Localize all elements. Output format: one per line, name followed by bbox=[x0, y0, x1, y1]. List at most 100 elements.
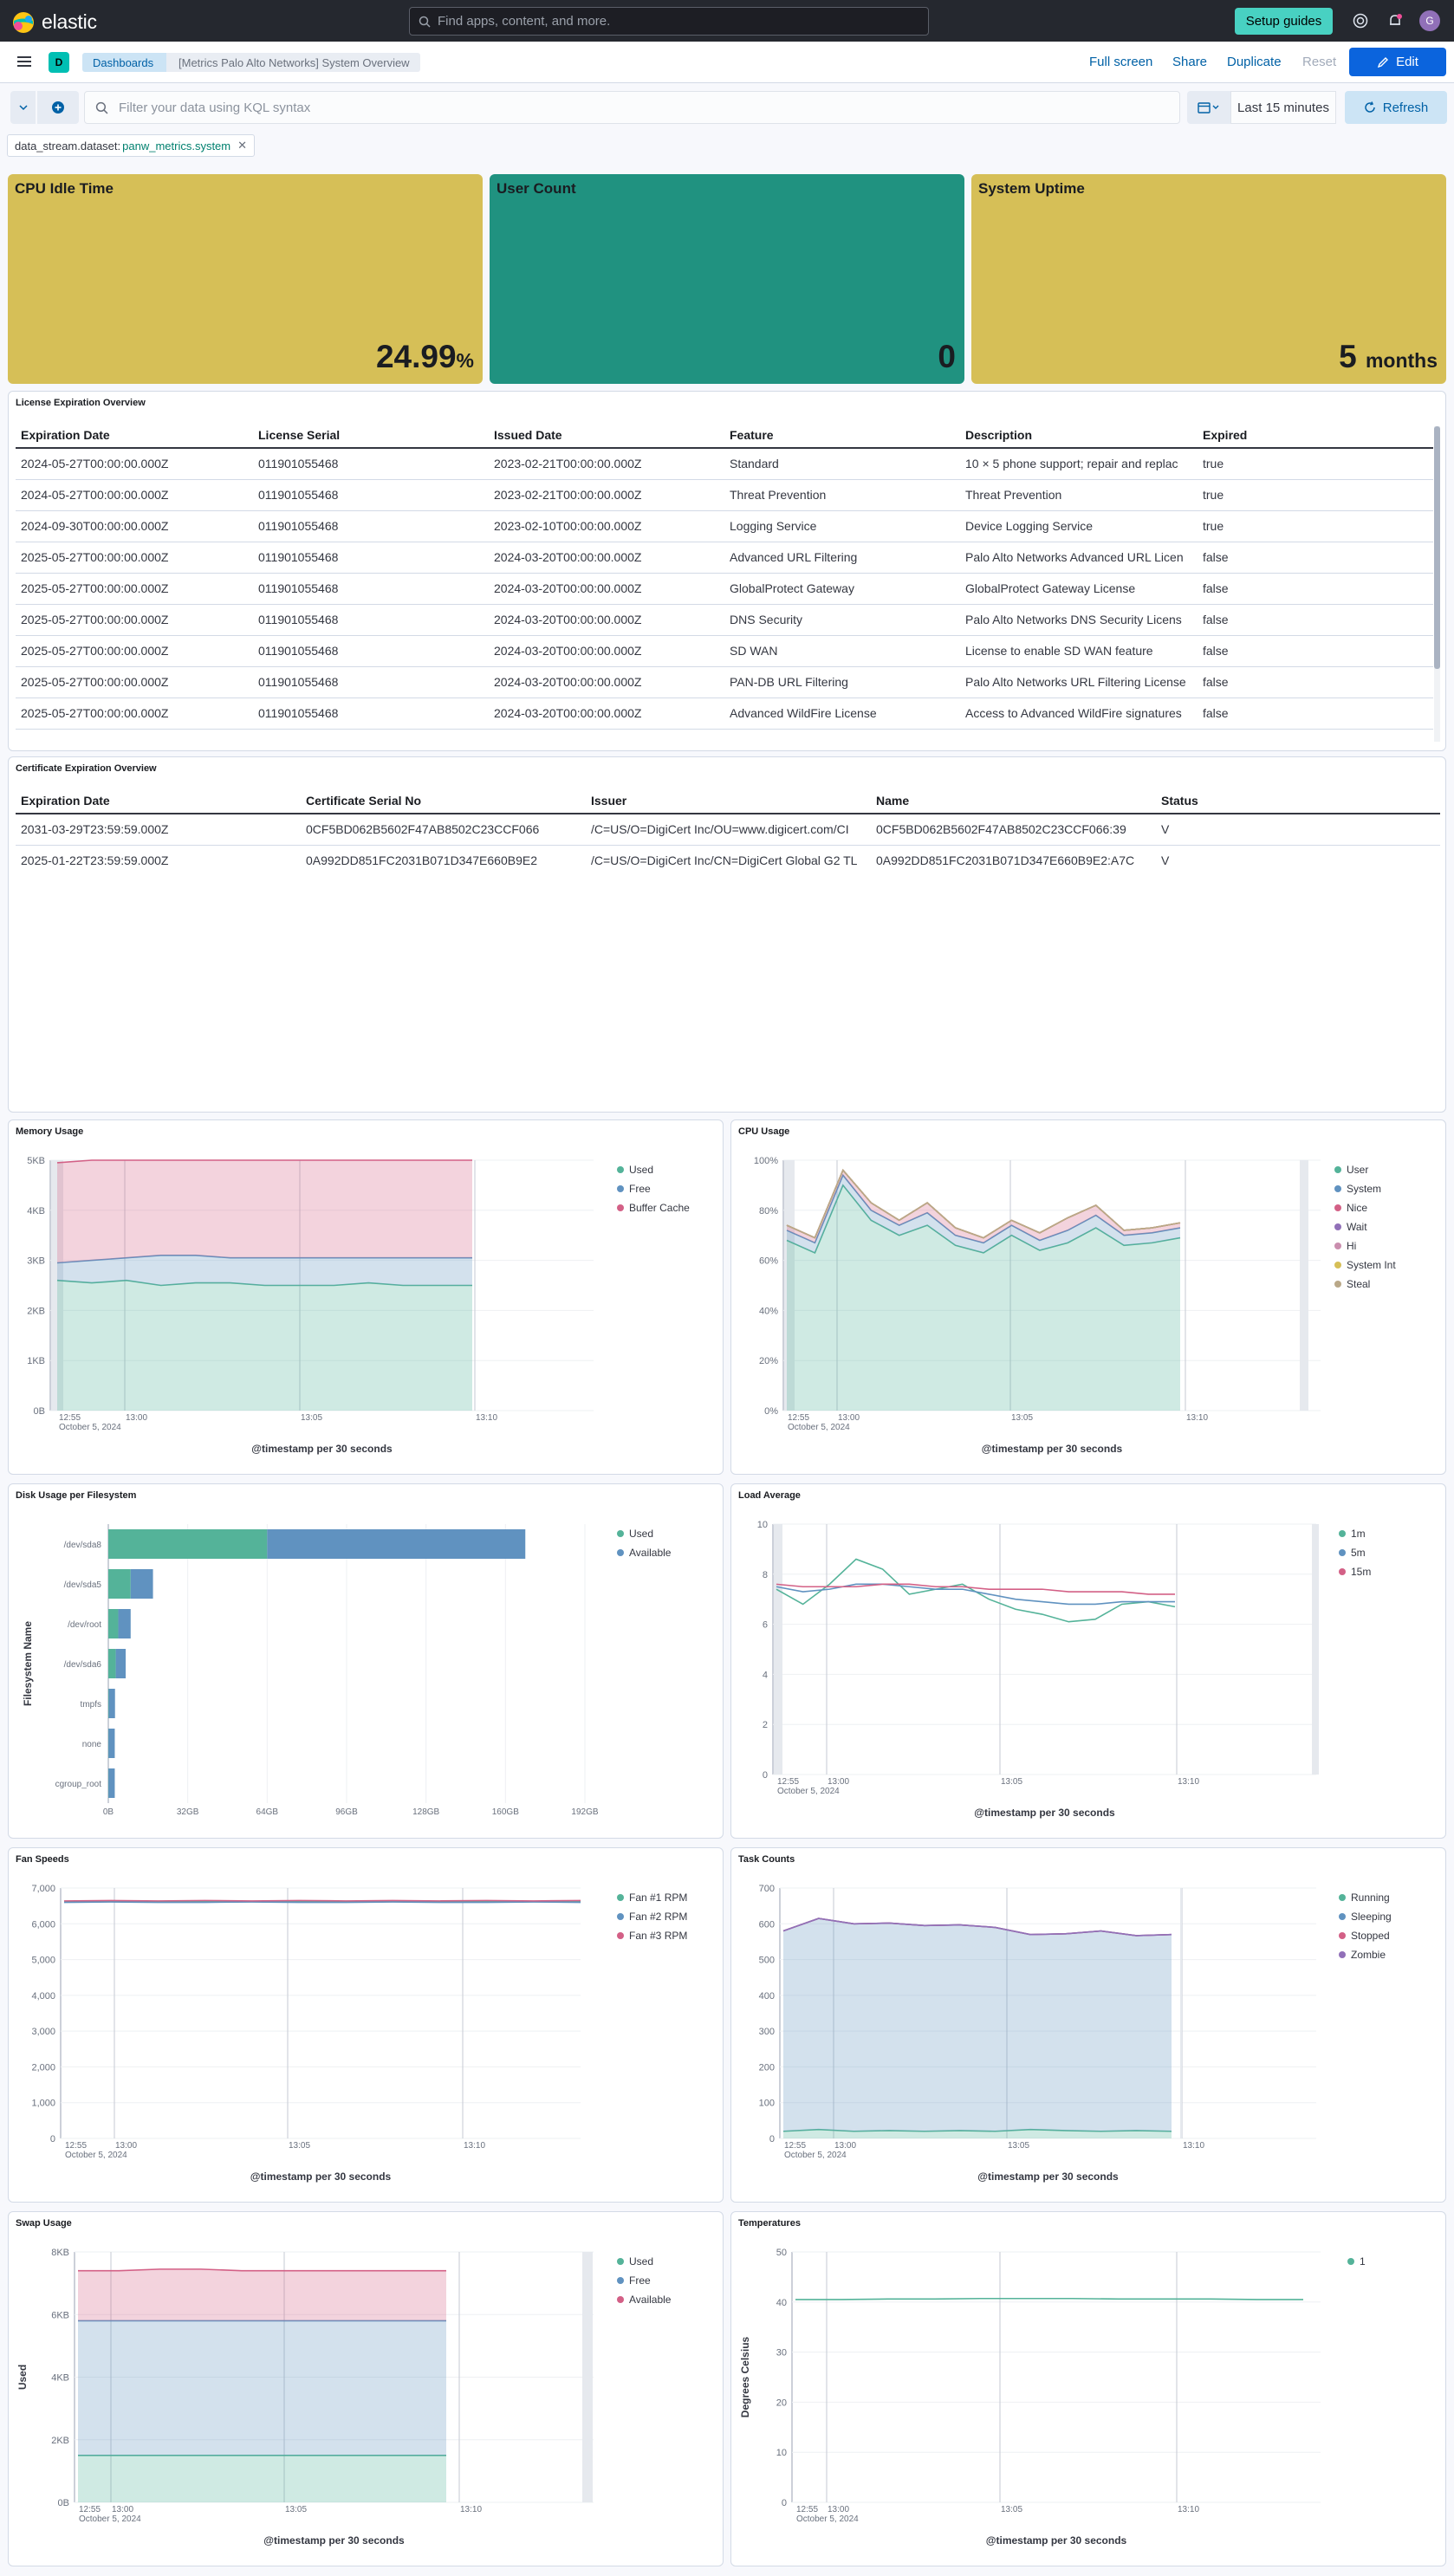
bar-used bbox=[108, 1529, 268, 1559]
edit-button[interactable]: Edit bbox=[1349, 48, 1446, 76]
table-row[interactable]: 2025-05-27T00:00:00.000Z 011901055468 2024… bbox=[16, 542, 1433, 574]
help-icon[interactable] bbox=[1351, 11, 1370, 30]
scrollbar-thumb[interactable] bbox=[1434, 426, 1440, 669]
breadcrumb-dashboards[interactable]: Dashboards bbox=[82, 53, 170, 72]
bar-available bbox=[267, 1529, 526, 1559]
chevron-down-icon bbox=[18, 105, 28, 111]
task-counts-chart[interactable]: 0 100 200 300 400 500 600 700 12:55 13:00 13:05 13:… bbox=[731, 1848, 1446, 2203]
table-row[interactable]: 2025-05-27T00:00:00.000Z 011901055468 2024… bbox=[16, 604, 1433, 636]
fan-speeds-chart[interactable]: 0 1,000 2,000 3,000 4,000 5,000 6,000 7,000 12:5… bbox=[9, 1848, 724, 2203]
column-header[interactable]: Expiration Date bbox=[16, 422, 253, 449]
swap-usage-chart[interactable]: 0B 2KB 4KB 6KB 8KB 12:55 13:00 13:05 13:10 Octobe… bbox=[9, 2212, 724, 2566]
share-button[interactable]: Share bbox=[1172, 55, 1208, 69]
line-series-1 bbox=[795, 2297, 1303, 2300]
column-header[interactable]: Status bbox=[1156, 788, 1440, 814]
setup-guides-button[interactable]: Setup guides bbox=[1235, 8, 1333, 35]
cpu-usage-chart[interactable]: 0% 20% 40% 60% 80% 100% 12:55 13:00 13:05 13:10 Oc… bbox=[731, 1120, 1446, 1475]
load-average-chart[interactable]: 0 2 4 6 8 10 12:55 13:00 13:05 13:10 October 5, 20… bbox=[731, 1484, 1446, 1839]
global-search-input[interactable]: Find apps, content, and more. bbox=[409, 7, 929, 36]
duplicate-button[interactable]: Duplicate bbox=[1227, 55, 1282, 69]
filter-pill[interactable]: data_stream.dataset: panw_metrics.system… bbox=[7, 134, 256, 157]
table-row[interactable]: 2025-01-22T23:59:59.000Z 0A992DD851FC2031… bbox=[16, 845, 1440, 874]
disk-usage-chart[interactable]: 0B 32GB 64GB 96GB 128GB 160GB 192GB/dev/sda8/d… bbox=[9, 1484, 724, 1839]
table-row[interactable]: 2025-05-27T00:00:00.000Z 011901055468 2024… bbox=[16, 635, 1433, 667]
close-icon[interactable]: ✕ bbox=[237, 139, 248, 152]
kql-placeholder: Filter your data using KQL syntax bbox=[119, 100, 311, 115]
table-cell: true bbox=[1198, 479, 1433, 511]
table-cell: Palo Alto Networks Advanced URL Licen bbox=[960, 542, 1198, 574]
elastic-logo[interactable]: elastic bbox=[12, 10, 97, 34]
legend-item: Hi bbox=[1347, 1240, 1356, 1252]
column-header[interactable]: Expired bbox=[1198, 422, 1433, 449]
quick-date-picker-button[interactable] bbox=[1187, 91, 1230, 124]
y-tick-label: tmpfs bbox=[81, 1700, 101, 1710]
y-tick-label: 4KB bbox=[27, 1206, 45, 1217]
line-series-used bbox=[56, 1279, 472, 1287]
table-cell: DNS Security bbox=[724, 604, 960, 636]
column-header[interactable]: Description bbox=[960, 422, 1198, 449]
brand-name: elastic bbox=[42, 10, 97, 33]
column-header[interactable]: Issuer bbox=[586, 788, 871, 814]
kql-query-input[interactable]: Filter your data using KQL syntax bbox=[84, 91, 1180, 124]
table-row[interactable]: 2024-05-27T00:00:00.000Z 011901055468 2023… bbox=[16, 448, 1433, 480]
x-tick-label: 12:55 bbox=[796, 2505, 818, 2514]
y-tick-label: 0 bbox=[782, 2498, 787, 2508]
refresh-button[interactable]: Refresh bbox=[1345, 91, 1447, 124]
table-row[interactable]: 2024-09-30T00:00:00.000Z 011901055468 2023… bbox=[16, 510, 1433, 542]
x-axis-title: @timestamp per 30 seconds bbox=[250, 2170, 392, 2183]
certificate-table: Expiration Date Certificate Serial No Issu… bbox=[16, 788, 1440, 874]
menu-icon[interactable] bbox=[16, 54, 33, 69]
x-tick-label: 12:55 bbox=[777, 1777, 799, 1787]
table-row[interactable]: 2025-05-27T00:00:00.000Z 011901055468 2024… bbox=[16, 698, 1433, 730]
panel-title: CPU Usage bbox=[738, 1126, 790, 1137]
legend-swatch bbox=[617, 1932, 624, 1939]
table-row[interactable]: 2025-05-27T00:00:00.000Z 011901055468 2024… bbox=[16, 573, 1433, 605]
space-badge[interactable]: D bbox=[49, 52, 69, 73]
x-date-label: October 5, 2024 bbox=[784, 2151, 847, 2160]
legend-swatch bbox=[617, 1549, 624, 1556]
column-header[interactable]: Expiration Date bbox=[16, 788, 301, 814]
memory-usage-chart[interactable]: 0B 1KB 2KB 3KB 4KB 5KB 12:55 13:00 13:05 13:10 Oct… bbox=[9, 1120, 724, 1475]
add-filter-button[interactable] bbox=[37, 91, 79, 124]
area-series-buffer-cache bbox=[57, 1160, 472, 1263]
time-range-display[interactable]: Last 15 minutes bbox=[1230, 91, 1336, 124]
table-row[interactable]: 2025-05-27T00:00:00.000Z 011901055468 2024… bbox=[16, 666, 1433, 698]
table-row[interactable]: 2024-05-27T00:00:00.000Z 011901055468 2023… bbox=[16, 479, 1433, 511]
y-tick-label: 2KB bbox=[51, 2436, 69, 2446]
edit-button-label: Edit bbox=[1396, 55, 1418, 69]
legend-swatch bbox=[1334, 1243, 1341, 1249]
y-tick-label: 400 bbox=[759, 1991, 775, 2002]
legend-item: Free bbox=[629, 2274, 651, 2287]
y-tick-label: none bbox=[82, 1740, 102, 1749]
x-tick-label: 12:55 bbox=[65, 2141, 87, 2151]
table-row[interactable]: 2031-03-29T23:59:59.000Z 0CF5BD062B5602F4… bbox=[16, 814, 1440, 846]
legend-item: 1 bbox=[1360, 2255, 1366, 2268]
reset-button[interactable]: Reset bbox=[1302, 55, 1337, 69]
line-series-zombie bbox=[782, 1917, 1172, 1937]
notifications-icon[interactable] bbox=[1386, 11, 1405, 30]
y-tick-label: 7,000 bbox=[31, 1884, 55, 1894]
column-header[interactable]: Name bbox=[871, 788, 1156, 814]
table-cell: 10 × 5 phone support; repair and replac bbox=[960, 448, 1198, 480]
column-header[interactable]: Certificate Serial No bbox=[301, 788, 586, 814]
temperatures-chart[interactable]: 0 10 20 30 40 50 12:55 13:00 13:05 13:10 October 5… bbox=[731, 2212, 1446, 2566]
table-cell: false bbox=[1198, 573, 1433, 605]
y-tick-label: 5,000 bbox=[31, 1956, 55, 1966]
bar-available bbox=[130, 1569, 153, 1599]
user-avatar[interactable]: G bbox=[1419, 10, 1440, 31]
legend-item: 5m bbox=[1351, 1547, 1366, 1559]
plus-circle-icon bbox=[52, 101, 64, 114]
legend-swatch bbox=[1347, 2258, 1354, 2265]
license-expiration-panel: License Expiration Overview Expiration D… bbox=[8, 391, 1446, 751]
table-cell: Standard bbox=[724, 448, 960, 480]
column-header[interactable]: License Serial bbox=[253, 422, 489, 449]
x-tick-label: 12:55 bbox=[59, 1413, 81, 1423]
full-screen-button[interactable]: Full screen bbox=[1089, 55, 1153, 69]
column-header[interactable]: Feature bbox=[724, 422, 960, 449]
metric-value: 5 months bbox=[1339, 339, 1438, 374]
pencil-icon bbox=[1377, 56, 1389, 68]
filter-menu-button[interactable] bbox=[10, 91, 36, 124]
x-tick-label: 13:10 bbox=[1183, 2141, 1204, 2151]
table-cell: 0CF5BD062B5602F47AB8502C23CCF066 bbox=[301, 814, 586, 846]
column-header[interactable]: Issued Date bbox=[489, 422, 724, 449]
